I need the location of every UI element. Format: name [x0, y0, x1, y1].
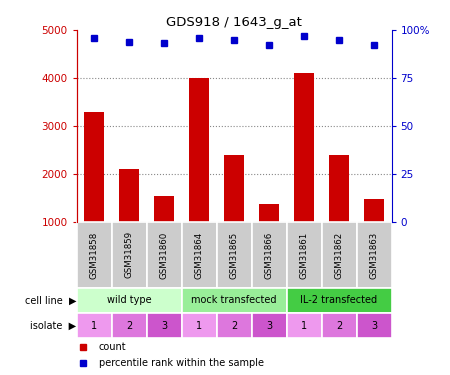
Text: GSM31859: GSM31859 — [125, 231, 134, 279]
Text: 2: 2 — [231, 321, 237, 331]
Bar — [356, 313, 392, 338]
Bar — [356, 222, 392, 288]
Text: IL-2 transfected: IL-2 transfected — [301, 296, 378, 306]
Bar — [287, 222, 321, 288]
Text: 1: 1 — [301, 321, 307, 331]
Bar — [321, 222, 356, 288]
Bar — [259, 204, 279, 222]
Text: 3: 3 — [161, 321, 167, 331]
Bar — [76, 222, 112, 288]
Text: wild type: wild type — [107, 296, 151, 306]
Text: isolate  ▶: isolate ▶ — [31, 321, 76, 331]
Bar — [329, 155, 349, 222]
Bar — [154, 195, 174, 222]
Bar — [216, 313, 252, 338]
Text: mock transfected: mock transfected — [191, 296, 277, 306]
Bar — [112, 222, 147, 288]
Bar — [287, 313, 321, 338]
Text: percentile rank within the sample: percentile rank within the sample — [99, 358, 264, 368]
Bar — [189, 78, 209, 222]
Text: 1: 1 — [91, 321, 97, 331]
Text: 2: 2 — [126, 321, 132, 331]
Text: GSM31865: GSM31865 — [230, 231, 238, 279]
Bar — [364, 200, 383, 222]
Bar — [321, 313, 356, 338]
Text: GSM31860: GSM31860 — [159, 231, 168, 279]
Bar — [181, 288, 287, 313]
Bar — [252, 222, 287, 288]
Bar — [181, 222, 216, 288]
Text: cell line  ▶: cell line ▶ — [25, 296, 77, 306]
Bar — [287, 288, 392, 313]
Bar — [85, 112, 104, 222]
Bar — [225, 155, 243, 222]
Text: GSM31862: GSM31862 — [334, 231, 343, 279]
Text: GSM31858: GSM31858 — [90, 231, 99, 279]
Text: 3: 3 — [371, 321, 377, 331]
Bar — [216, 222, 252, 288]
Text: GSM31861: GSM31861 — [300, 231, 309, 279]
Text: count: count — [99, 342, 126, 351]
Bar — [252, 313, 287, 338]
Bar — [76, 288, 181, 313]
Bar — [294, 73, 314, 222]
Bar — [119, 169, 139, 222]
Text: 2: 2 — [336, 321, 342, 331]
Bar — [76, 313, 112, 338]
Bar — [181, 313, 216, 338]
Text: 3: 3 — [266, 321, 272, 331]
Bar — [147, 313, 181, 338]
Bar — [112, 313, 147, 338]
Text: GSM31866: GSM31866 — [265, 231, 274, 279]
Title: GDS918 / 1643_g_at: GDS918 / 1643_g_at — [166, 16, 302, 29]
Text: GSM31864: GSM31864 — [194, 231, 203, 279]
Text: 1: 1 — [196, 321, 202, 331]
Bar — [147, 222, 181, 288]
Text: GSM31863: GSM31863 — [369, 231, 378, 279]
